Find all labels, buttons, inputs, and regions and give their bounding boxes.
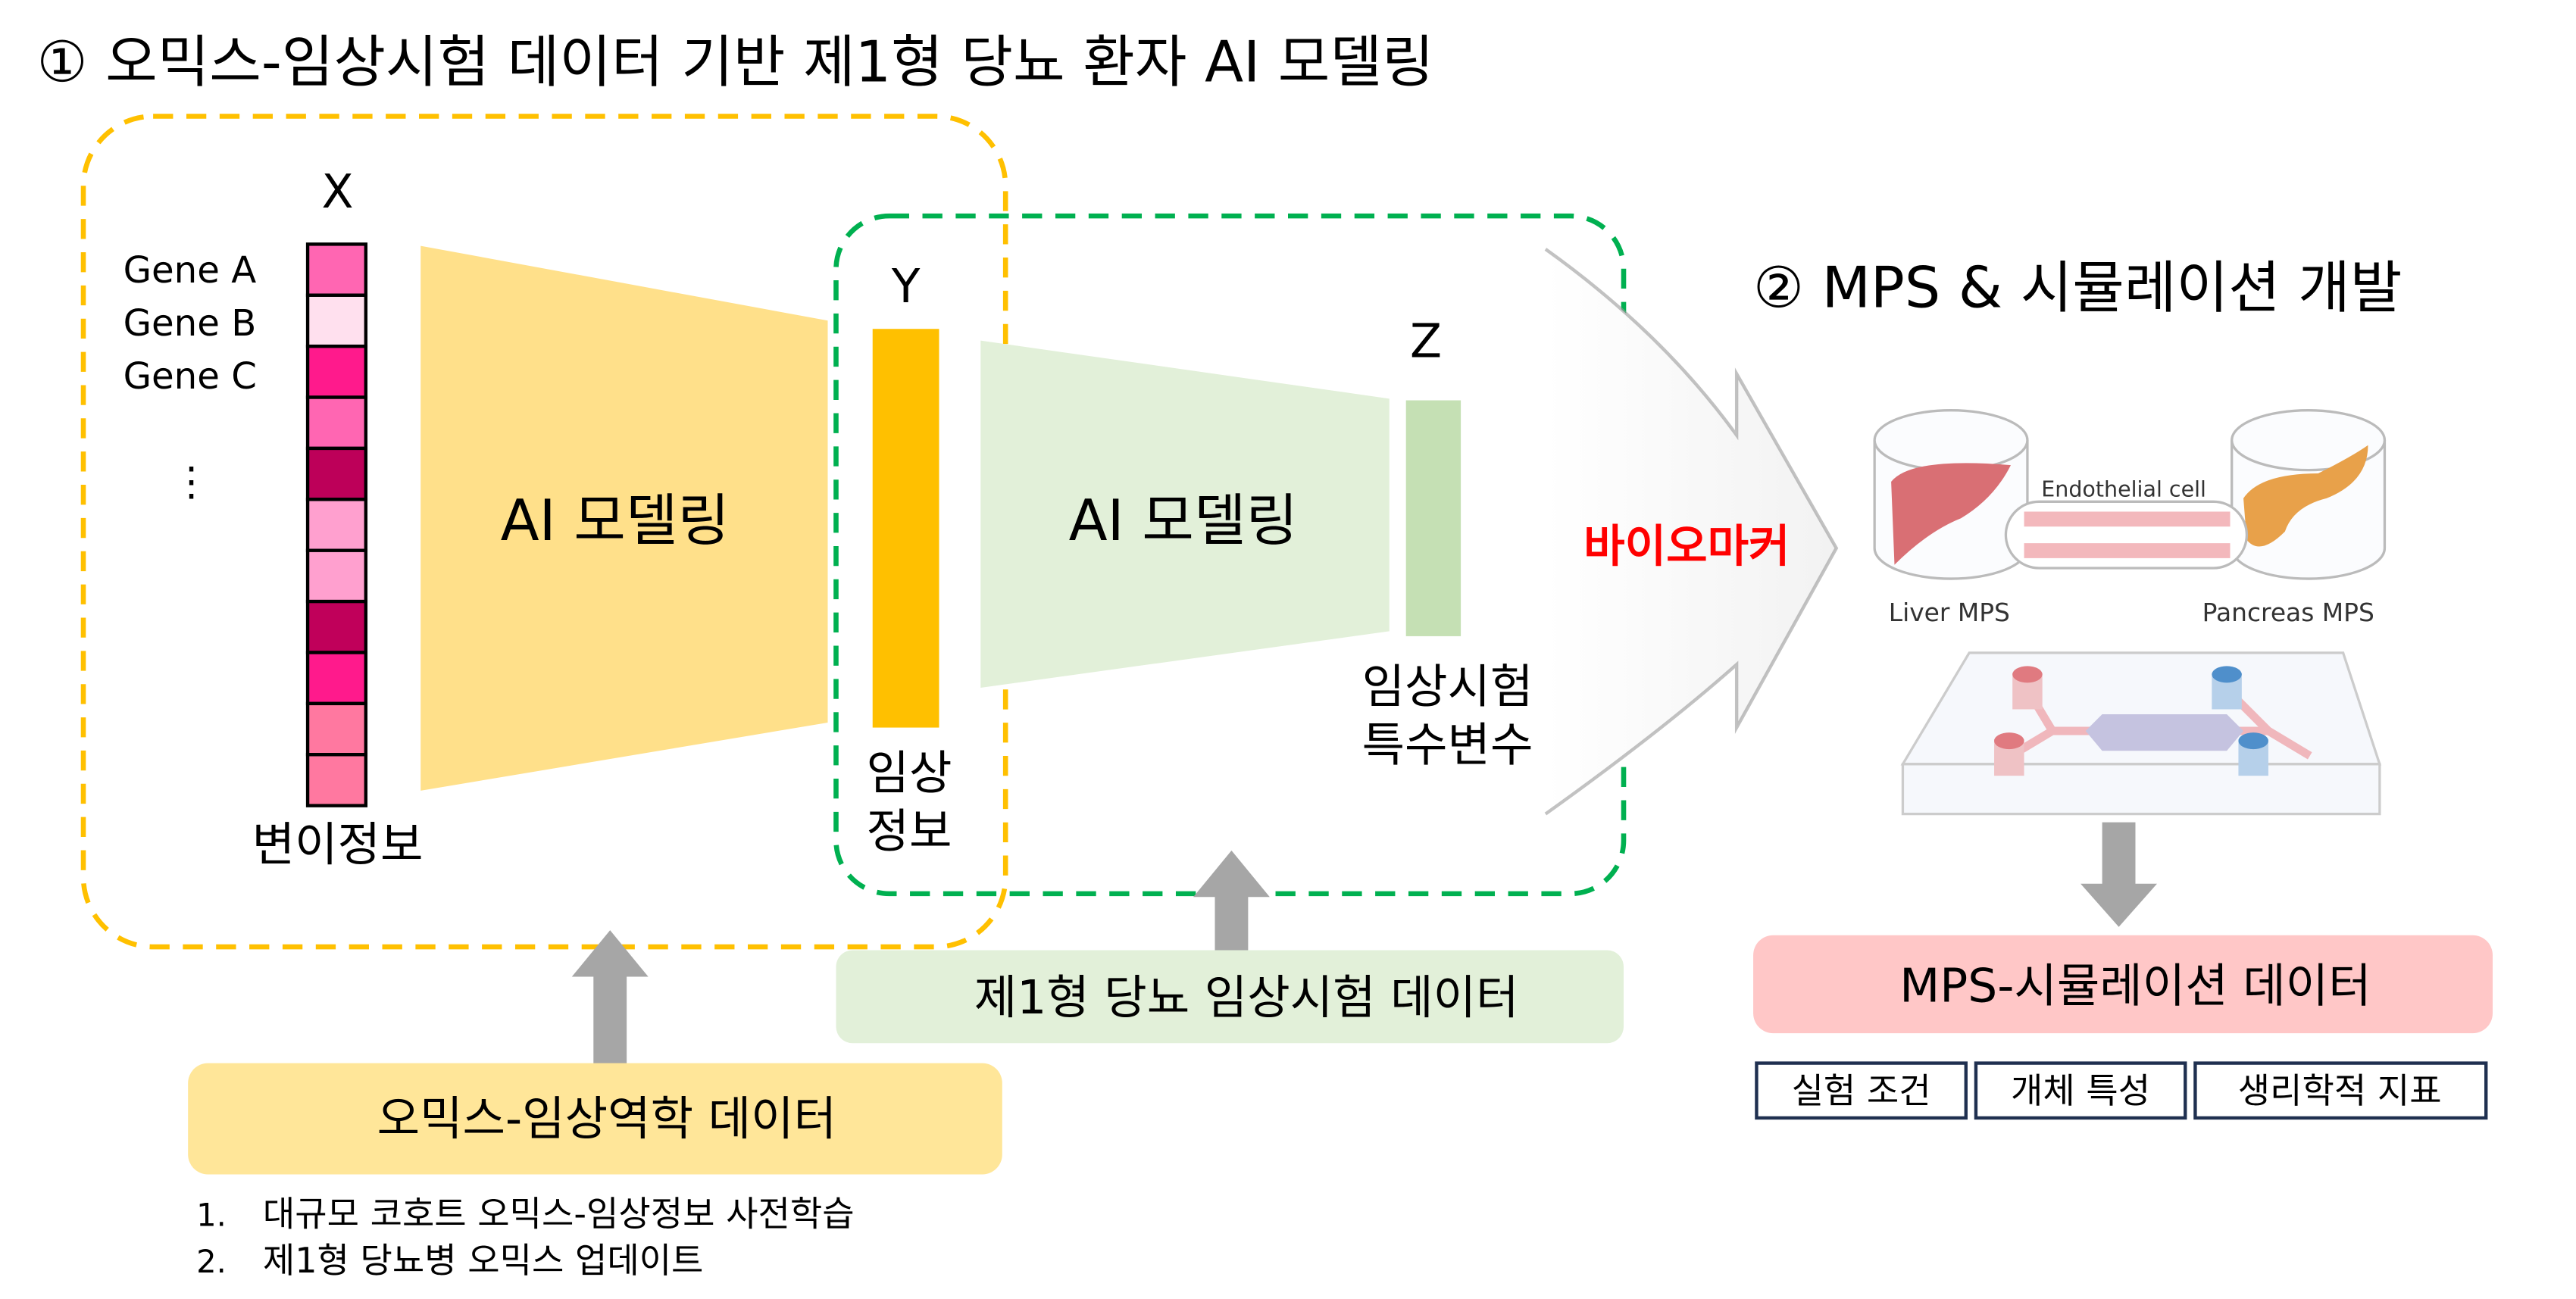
- variant-cell: [305, 651, 368, 706]
- variant-cell: [305, 548, 368, 604]
- step-1-text: 대규모 코호트 오믹스-임상정보 사전학습: [263, 1194, 855, 1235]
- liver-mps-label: Liver MPS: [1889, 598, 2010, 627]
- gene-c-label: Gene C: [123, 355, 257, 398]
- section1-title: ① 오믹스-임상시험 데이터 기반 제1형 당뇨 환자 AI 모델링: [37, 29, 1434, 95]
- pancreas-mps-label: Pancreas MPS: [2202, 598, 2374, 627]
- tag-subject-characteristics: [1974, 1061, 2187, 1120]
- variant-cell: [305, 599, 368, 654]
- tag-experiment-conditions-label: 실험 조건: [1792, 1070, 1931, 1111]
- ai-model-1-trapezoid: [420, 245, 828, 791]
- omics-epidemiology-data-label: 오믹스-임상역학 데이터: [377, 1092, 836, 1146]
- clinical-model-group-border: [833, 213, 1627, 897]
- y-label: Y: [891, 260, 921, 314]
- step-1-number: 1.: [196, 1197, 227, 1234]
- z-label: Z: [1410, 315, 1442, 369]
- mps-simulation-data-box: [1753, 935, 2493, 1034]
- variant-cell: [305, 701, 368, 757]
- pancreas-icon: [2243, 445, 2368, 547]
- up-arrow-clinical-icon: [1193, 850, 1270, 959]
- up-arrow-omics-icon: [571, 930, 649, 1072]
- variant-info-caption: 변이정보: [252, 818, 424, 872]
- y-caption-line2: 정보: [866, 804, 952, 858]
- section2-title: ② MPS & 시뮬레이션 개발: [1753, 255, 2402, 321]
- y-caption-line1: 임상: [866, 747, 952, 801]
- variant-cell: [305, 293, 368, 348]
- biomarker-label: 바이오마커: [1583, 520, 1790, 572]
- tag-experiment-conditions: [1755, 1061, 1968, 1120]
- liver-icon: [1891, 463, 2011, 565]
- ellipsis: ⋮: [171, 459, 211, 505]
- down-arrow-icon: [2080, 822, 2157, 927]
- variant-cell: [305, 344, 368, 399]
- clinical-trial-data-box: [836, 950, 1624, 1044]
- tag-subject-characteristics-label: 개체 특성: [2011, 1070, 2150, 1111]
- ai-model-2-label: AI 모델링: [1069, 488, 1298, 554]
- ai-model-2-trapezoid: [980, 340, 1390, 688]
- big-right-arrow-icon: [1544, 248, 1839, 816]
- z-caption-line2: 특수변수: [1362, 718, 1533, 772]
- variant-cell: [305, 242, 368, 297]
- z-caption-line1: 임상시험: [1362, 660, 1533, 714]
- clinical-trial-data-label: 제1형 당뇨 임상시험 데이터: [974, 971, 1519, 1025]
- tag-physiological-indicators: [2193, 1061, 2488, 1120]
- variant-cell: [305, 498, 368, 552]
- mps-figure: Endothelial cell Liver MPS Pancreas MPS: [1873, 409, 2387, 816]
- omics-epidemiology-data-box: [188, 1063, 1002, 1175]
- tag-physiological-indicators-label: 생리학적 지표: [2238, 1070, 2442, 1111]
- x-label: X: [322, 165, 354, 219]
- ai-model-1-label: AI 모델링: [501, 488, 730, 554]
- gene-b-label: Gene B: [123, 302, 257, 345]
- step-2-text: 제1형 당뇨병 오믹스 업데이트: [263, 1240, 704, 1281]
- endothelial-label: Endothelial cell: [2041, 477, 2206, 502]
- variant-cell: [305, 446, 368, 501]
- variant-vector: [305, 242, 368, 807]
- mps-simulation-data-label: MPS-시뮬레이션 데이터: [1899, 959, 2371, 1013]
- variant-cell: [305, 753, 368, 807]
- special-variable-vector: [1405, 400, 1462, 636]
- clinical-info-vector: [872, 329, 939, 728]
- variant-cell: [305, 395, 368, 451]
- gene-a-label: Gene A: [123, 249, 257, 292]
- step-2-number: 2.: [196, 1243, 227, 1280]
